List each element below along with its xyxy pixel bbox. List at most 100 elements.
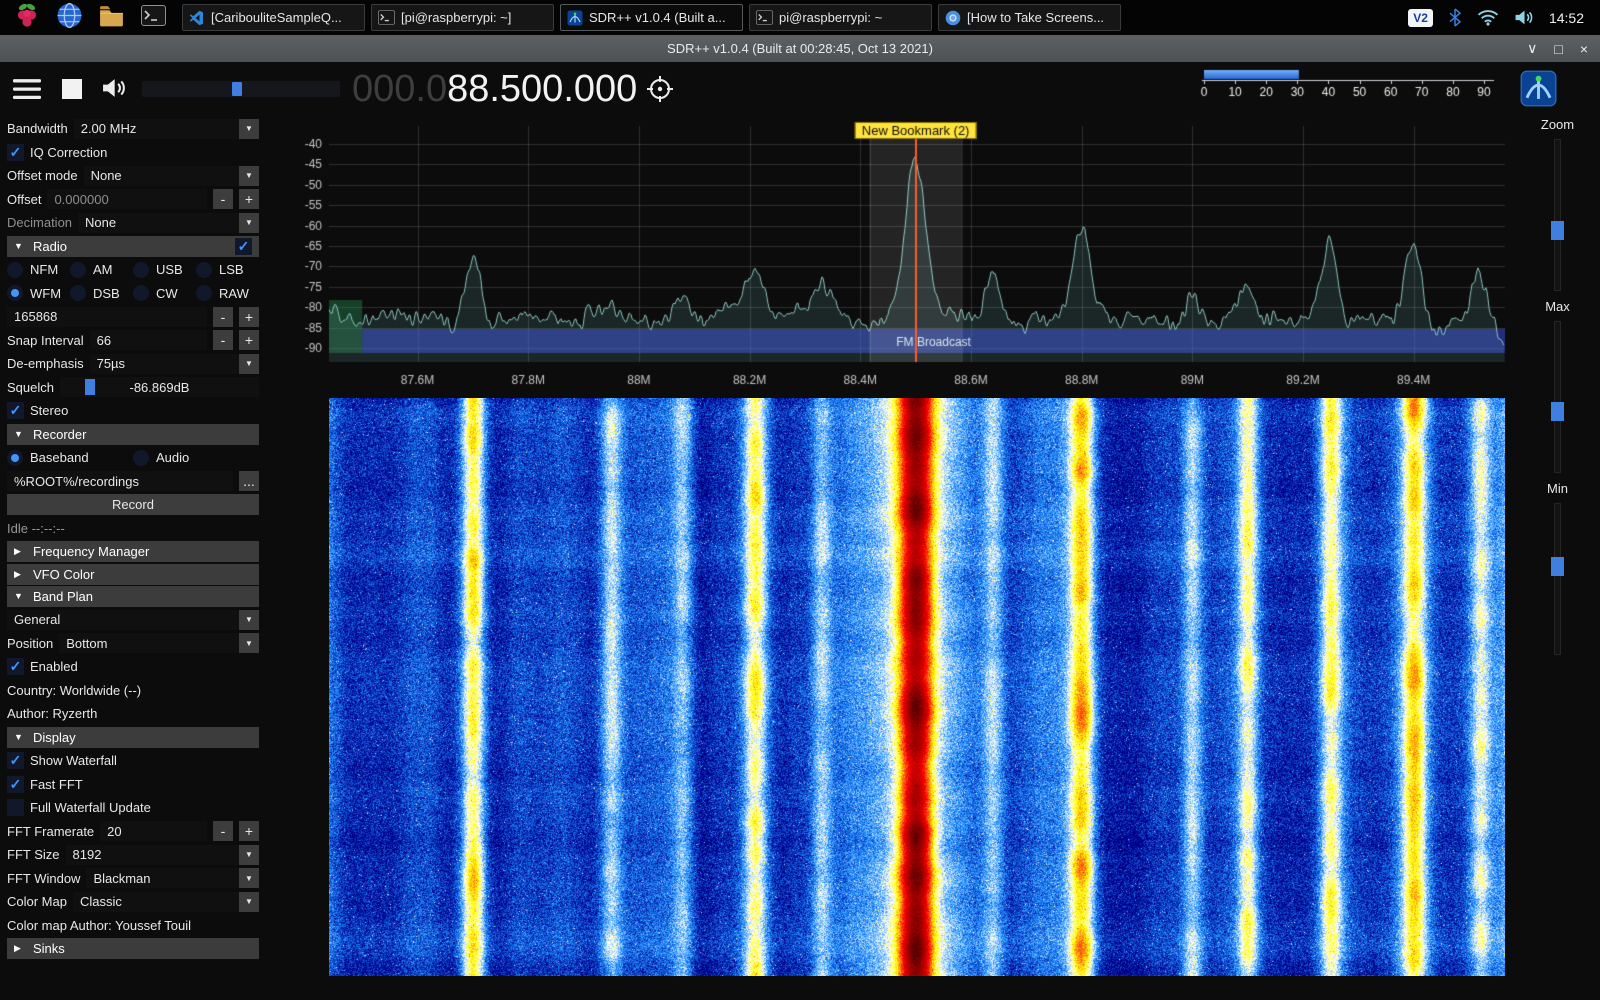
combo-de-emphasis[interactable]: 75µs▼ xyxy=(90,354,259,374)
radio-nfm[interactable]: NFM xyxy=(7,262,70,278)
launcher-browser[interactable] xyxy=(54,3,84,33)
taskbar-window-chromium[interactable]: [How to Take Screens... xyxy=(938,4,1121,31)
input-fft-framerate[interactable]: 20 xyxy=(100,821,207,841)
input-offset[interactable]: 0.000000 xyxy=(47,189,207,209)
section-sinks[interactable]: ▶Sinks xyxy=(7,938,259,959)
label-position: Position xyxy=(7,636,53,651)
combo-value: 8192 xyxy=(66,845,240,865)
radio-cw[interactable]: CW xyxy=(133,285,196,301)
taskbar-window-terminal[interactable]: pi@raspberrypi: ~ xyxy=(749,4,932,31)
radio-baseband[interactable]: Baseband xyxy=(7,450,133,466)
decrement-button[interactable]: - xyxy=(213,821,233,841)
slider-max[interactable] xyxy=(1554,321,1561,473)
section-display[interactable]: ▼Display xyxy=(7,727,259,748)
increment-button[interactable]: + xyxy=(239,821,259,841)
combo-fft-window[interactable]: Blackman▼ xyxy=(86,868,259,888)
volume-icon[interactable] xyxy=(101,76,127,105)
taskbar-window-terminal[interactable]: [pi@raspberrypi: ~] xyxy=(371,4,554,31)
maximize-button[interactable]: □ xyxy=(1554,41,1562,57)
launcher-folder[interactable] xyxy=(96,3,126,33)
browse-button[interactable]: ... xyxy=(239,471,259,491)
band-plan-author: Author: Ryzerth xyxy=(0,702,266,726)
checkbox-iq-correction[interactable]: ✓ xyxy=(7,144,24,161)
waterfall-display[interactable] xyxy=(329,398,1505,976)
launcher-raspberry[interactable] xyxy=(12,3,42,33)
checkbox-fast-fft[interactable]: ✓ xyxy=(7,776,24,793)
decrement-button[interactable]: - xyxy=(213,330,233,350)
chevron-down-icon: ▼ xyxy=(239,610,259,630)
frequency-display[interactable]: 000.088.500.000 xyxy=(352,64,637,114)
slider-handle xyxy=(1551,557,1564,576)
section-frequency-manager[interactable]: ▶Frequency Manager xyxy=(7,541,259,562)
taskbar-window-label: SDR++ v1.0.4 (Built a... xyxy=(589,10,726,25)
section-recorder[interactable]: ▼Recorder xyxy=(7,424,259,445)
combo-band-plan[interactable]: General▼ xyxy=(7,610,259,630)
combo-decimation[interactable]: None▼ xyxy=(78,213,259,233)
shade-button[interactable]: ∨ xyxy=(1527,40,1537,57)
volume-slider-handle[interactable] xyxy=(232,82,242,96)
combo-value: None xyxy=(78,213,239,233)
radio-lsb[interactable]: LSB xyxy=(196,262,259,278)
taskbar-window-vscode[interactable]: [CaribouliteSampleQ... xyxy=(182,4,365,31)
volume-slider[interactable] xyxy=(142,81,340,97)
frequency-leading-zeros: 000.0 xyxy=(352,68,447,110)
taskbar-window-label: [How to Take Screens... xyxy=(967,10,1104,25)
radio-circle xyxy=(7,285,23,301)
window-controls: ∨ □ × xyxy=(1527,35,1588,62)
decrement-button[interactable]: - xyxy=(213,189,233,209)
wifi-icon[interactable] xyxy=(1477,9,1499,26)
input-recording-path[interactable]: %ROOT%/recordings xyxy=(7,471,233,491)
increment-button[interactable]: + xyxy=(239,307,259,327)
taskbar-windows: [CaribouliteSampleQ...[pi@raspberrypi: ~… xyxy=(182,4,1396,31)
checkbox-enabled[interactable]: ✓ xyxy=(7,658,24,675)
radio-am[interactable]: AM xyxy=(70,262,133,278)
button-record[interactable]: Record xyxy=(7,494,259,515)
fft-display[interactable] xyxy=(283,116,1515,394)
checkbox-show-waterfall[interactable]: ✓ xyxy=(7,752,24,769)
slider-squelch[interactable]: -86.869dB xyxy=(60,377,259,397)
vnc-icon[interactable]: V2 xyxy=(1408,9,1433,27)
input-vfo-bandwidth[interactable]: 165868 xyxy=(7,307,207,327)
launcher-terminal[interactable] xyxy=(138,3,168,33)
menu-button[interactable] xyxy=(13,78,41,105)
combo-fft-size[interactable]: 8192▼ xyxy=(66,845,260,865)
radio-audio[interactable]: Audio xyxy=(133,450,259,466)
combo-position[interactable]: Bottom▼ xyxy=(59,633,259,653)
decrement-button[interactable]: - xyxy=(213,307,233,327)
taskbar-window-sdrpp[interactable]: SDR++ v1.0.4 (Built a... xyxy=(560,4,743,31)
increment-button[interactable]: + xyxy=(239,330,259,350)
close-button[interactable]: × xyxy=(1580,41,1588,57)
increment-button[interactable]: + xyxy=(239,189,259,209)
label-fast-fft: Fast FFT xyxy=(30,777,83,792)
section-band-plan[interactable]: ▼Band Plan xyxy=(7,586,259,607)
radio-raw[interactable]: RAW xyxy=(196,285,259,301)
radio-dsb[interactable]: DSB xyxy=(70,285,133,301)
tuner-button[interactable] xyxy=(646,75,674,108)
bluetooth-icon[interactable] xyxy=(1448,8,1462,27)
section-vfo-color[interactable]: ▶VFO Color xyxy=(7,564,259,585)
section-radio[interactable]: ▼Radio✓ xyxy=(7,236,259,257)
combo-bandwidth[interactable]: 2.00 MHz▼ xyxy=(74,119,259,139)
combo-offset-mode[interactable]: None▼ xyxy=(84,166,259,186)
checkbox-stereo[interactable]: ✓ xyxy=(7,402,24,419)
combo-color-map[interactable]: Classic▼ xyxy=(73,892,259,912)
section-label: Sinks xyxy=(33,941,65,956)
radio-label: AM xyxy=(93,262,113,277)
window-titlebar[interactable]: SDR++ v1.0.4 (Built at 00:28:45, Oct 13 … xyxy=(0,35,1600,62)
slider-handle xyxy=(1551,402,1564,421)
stop-button[interactable] xyxy=(62,79,82,99)
checkbox-full-waterfall-update[interactable] xyxy=(7,799,24,816)
slider-zoom[interactable] xyxy=(1554,139,1561,291)
radio-usb[interactable]: USB xyxy=(133,262,196,278)
module-enable-checkbox-radio[interactable]: ✓ xyxy=(235,238,252,255)
volume-status-icon[interactable] xyxy=(1514,9,1534,26)
label-full-waterfall-update: Full Waterfall Update xyxy=(30,800,151,815)
check-icon: ✓ xyxy=(238,238,250,255)
label-snap-interval: Snap Interval xyxy=(7,333,84,348)
radio-label: LSB xyxy=(219,262,244,277)
chromium-icon xyxy=(945,10,961,26)
combo-value: 75µs xyxy=(90,354,239,374)
input-snap-interval[interactable]: 66 xyxy=(90,330,207,350)
slider-min[interactable] xyxy=(1554,503,1561,655)
radio-wfm[interactable]: WFM xyxy=(7,285,70,301)
